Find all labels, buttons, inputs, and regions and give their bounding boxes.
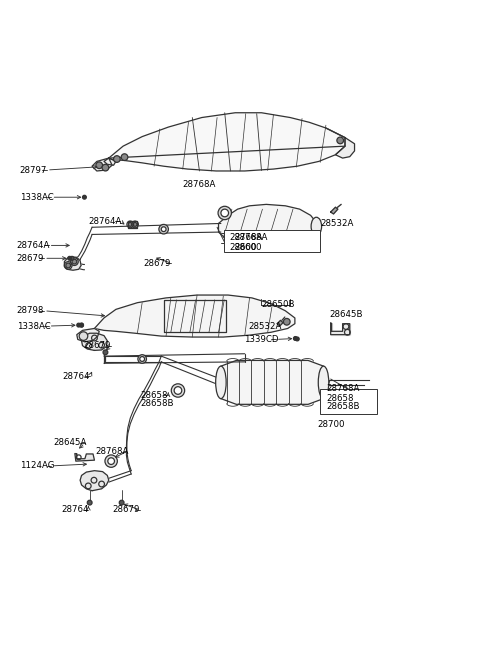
Text: 28650B: 28650B	[262, 300, 295, 309]
Circle shape	[293, 337, 297, 341]
Text: 28532A: 28532A	[249, 322, 282, 331]
Polygon shape	[221, 360, 324, 404]
Text: 28600: 28600	[234, 243, 262, 252]
Text: 28768A: 28768A	[234, 233, 268, 242]
Circle shape	[174, 386, 182, 394]
Polygon shape	[218, 204, 316, 242]
Ellipse shape	[311, 217, 322, 235]
Circle shape	[80, 323, 84, 327]
Circle shape	[87, 500, 92, 505]
Text: 28764A: 28764A	[17, 241, 50, 250]
Circle shape	[283, 318, 290, 325]
Polygon shape	[75, 453, 95, 461]
Text: 1124AG: 1124AG	[20, 461, 54, 470]
Polygon shape	[95, 295, 295, 337]
Polygon shape	[77, 328, 99, 342]
Text: 28658B: 28658B	[141, 400, 174, 408]
Polygon shape	[331, 323, 350, 335]
Polygon shape	[92, 158, 112, 171]
Polygon shape	[128, 221, 137, 228]
Text: 28764A: 28764A	[88, 217, 121, 225]
Text: 28700: 28700	[317, 421, 345, 430]
Text: 28768A: 28768A	[95, 447, 128, 456]
Circle shape	[218, 206, 231, 219]
Circle shape	[295, 337, 299, 341]
Text: 28645A: 28645A	[53, 438, 86, 447]
Text: 28679: 28679	[144, 259, 171, 268]
Text: 28764: 28764	[62, 371, 90, 381]
Text: 28658: 28658	[141, 391, 168, 400]
Text: 28768A: 28768A	[229, 233, 263, 242]
FancyBboxPatch shape	[321, 390, 375, 413]
Circle shape	[80, 323, 84, 327]
FancyBboxPatch shape	[320, 388, 377, 415]
Text: 28658B: 28658B	[326, 402, 360, 411]
Polygon shape	[277, 320, 283, 326]
Polygon shape	[82, 333, 108, 350]
Text: 1339CD: 1339CD	[244, 335, 278, 344]
Text: 28645B: 28645B	[330, 310, 363, 319]
Text: 28764: 28764	[61, 505, 88, 514]
Polygon shape	[104, 158, 116, 165]
Polygon shape	[331, 207, 338, 214]
Circle shape	[108, 458, 115, 464]
Circle shape	[221, 209, 228, 217]
Circle shape	[70, 256, 74, 260]
Circle shape	[66, 263, 71, 268]
Text: 1338AC: 1338AC	[17, 322, 50, 331]
Circle shape	[161, 227, 166, 232]
Text: 28679: 28679	[84, 341, 111, 350]
Circle shape	[103, 350, 108, 355]
Ellipse shape	[318, 366, 329, 399]
Polygon shape	[326, 128, 355, 158]
Circle shape	[83, 195, 86, 199]
Ellipse shape	[216, 366, 226, 399]
Circle shape	[337, 137, 344, 143]
Text: 28658: 28658	[326, 394, 353, 403]
Circle shape	[96, 162, 103, 168]
Circle shape	[128, 223, 132, 227]
Text: 28532A: 28532A	[320, 219, 354, 228]
Circle shape	[140, 356, 144, 362]
FancyBboxPatch shape	[224, 230, 320, 252]
Circle shape	[79, 332, 88, 341]
Circle shape	[68, 256, 72, 260]
Text: 28768A: 28768A	[183, 180, 216, 189]
Circle shape	[119, 500, 124, 505]
Text: 28768A: 28768A	[326, 384, 359, 393]
Text: 1338AC: 1338AC	[20, 193, 53, 202]
Circle shape	[77, 323, 81, 327]
Circle shape	[159, 225, 168, 234]
Polygon shape	[109, 113, 345, 171]
Circle shape	[114, 156, 120, 162]
Circle shape	[102, 164, 109, 171]
Circle shape	[121, 154, 128, 160]
Bar	[227, 231, 317, 250]
Circle shape	[72, 259, 77, 264]
Circle shape	[105, 455, 117, 467]
Circle shape	[171, 384, 185, 397]
Circle shape	[138, 355, 146, 364]
Text: 28679: 28679	[112, 505, 140, 514]
Text: 28600: 28600	[229, 243, 257, 252]
Text: 28679: 28679	[17, 253, 44, 263]
Text: 28797: 28797	[20, 166, 47, 174]
Polygon shape	[80, 471, 109, 491]
Polygon shape	[64, 257, 81, 271]
Text: 28798: 28798	[17, 307, 44, 315]
Circle shape	[133, 223, 137, 227]
